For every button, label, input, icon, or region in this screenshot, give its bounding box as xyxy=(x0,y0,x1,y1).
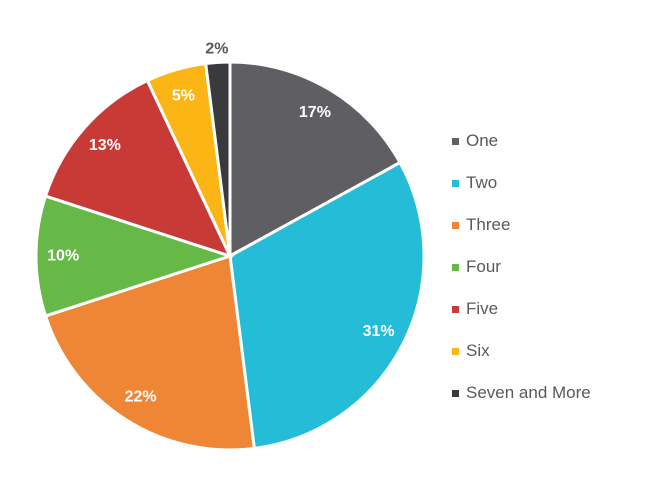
legend-swatch xyxy=(452,263,459,271)
data-label: 22% xyxy=(125,388,157,405)
legend-item: Three xyxy=(452,204,591,246)
legend-label: Six xyxy=(466,341,490,360)
legend-item: Five xyxy=(452,288,591,330)
legend-item: Four xyxy=(452,246,591,288)
legend-label: Five xyxy=(466,299,499,318)
data-label: 31% xyxy=(363,323,395,340)
legend-label: One xyxy=(466,131,499,150)
legend-swatch xyxy=(452,137,459,145)
pie-slice-five xyxy=(43,78,233,259)
data-label: 13% xyxy=(89,137,121,154)
legend-swatch xyxy=(452,221,459,229)
data-label: 17% xyxy=(299,104,331,121)
data-label: 5% xyxy=(172,87,195,104)
legend-swatch xyxy=(452,389,459,397)
data-label: 10% xyxy=(47,248,79,265)
pie-slice-four xyxy=(34,194,235,318)
legend-item: One xyxy=(452,120,591,162)
legend-label: Four xyxy=(466,257,501,276)
legend: One Two Three Four Five Six Seven and More xyxy=(452,120,591,414)
legend-label: Two xyxy=(466,173,498,192)
data-label: 2% xyxy=(205,40,228,57)
legend-swatch xyxy=(452,179,459,187)
legend-item: Six xyxy=(452,330,591,372)
pie-slice-three xyxy=(43,254,256,452)
pie-slice-seven-and-more xyxy=(204,60,232,257)
legend-item: Two xyxy=(452,162,591,204)
legend-swatch xyxy=(452,347,459,355)
pie-slice-one xyxy=(228,60,403,259)
legend-label: Three xyxy=(466,215,511,234)
legend-label: Seven and More xyxy=(466,383,591,402)
legend-swatch xyxy=(452,305,459,313)
legend-item: Seven and More xyxy=(452,372,591,414)
pie-slice-two xyxy=(228,160,426,451)
